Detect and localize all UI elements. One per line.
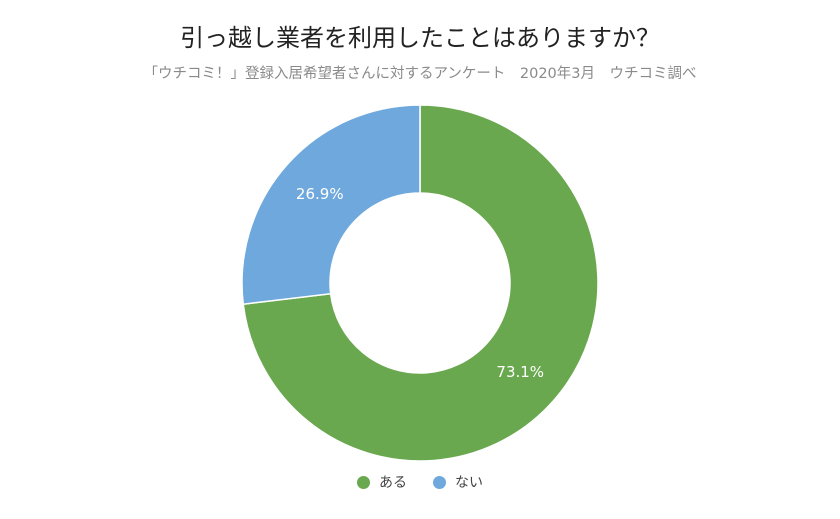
legend-item-aru: ある	[357, 472, 407, 492]
chart-subtitle: 「ウチコミ！」登録入居希望者さんに対するアンケート 2020年3月 ウチコミ調べ	[143, 66, 697, 82]
legend-label-aru: ある	[379, 475, 407, 491]
donut-slice-aru	[242, 104, 599, 462]
chart-title: 引っ越し業者を利用したことはありますか？	[180, 24, 660, 52]
data-label-nai: 26.9%	[296, 185, 344, 203]
legend-swatch-aru	[357, 475, 370, 489]
legend: ある ない	[0, 472, 840, 492]
donut-slice-nai	[241, 104, 421, 306]
legend-item-nai: ない	[433, 472, 483, 492]
legend-label-nai: ない	[455, 475, 483, 491]
data-label-aru: 73.1%	[496, 363, 544, 381]
legend-swatch-nai	[433, 475, 446, 489]
